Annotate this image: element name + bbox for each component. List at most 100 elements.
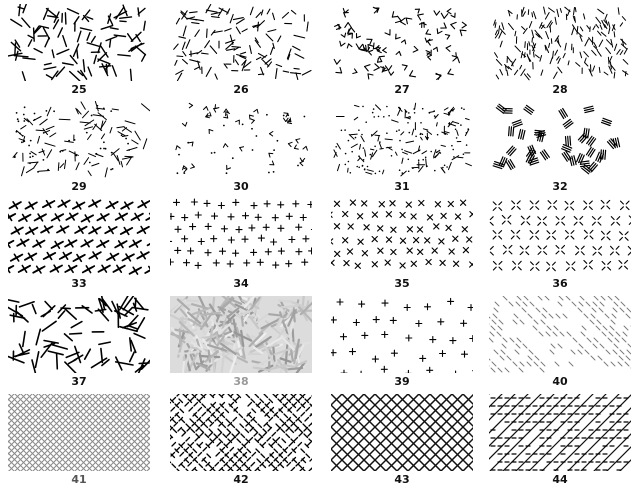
pattern-graphic <box>331 199 473 269</box>
triple-parallel-strokes <box>492 103 621 175</box>
pattern-number: 27 <box>394 83 410 96</box>
pattern-graphic <box>492 103 621 175</box>
dashes-and-dots <box>12 101 150 178</box>
pattern-number: 31 <box>394 180 410 193</box>
pattern-cell-37: 37 <box>8 296 150 390</box>
pattern-cell-42: 42 <box>170 394 312 488</box>
gray-woven-noise <box>170 296 312 373</box>
dense-crosshatch-dashes <box>170 394 312 471</box>
pattern-graphic <box>8 296 150 373</box>
pattern-number: 40 <box>552 375 568 388</box>
dense-short-dashes <box>493 6 629 81</box>
pattern-graphic <box>333 6 467 81</box>
pattern-cell-25: 25 <box>8 4 150 98</box>
pattern-number: 35 <box>394 277 410 290</box>
pattern-graphic <box>8 199 150 275</box>
pattern-cell-32: 32 <box>489 101 631 195</box>
pattern-graphic <box>8 394 150 471</box>
pattern-graphic <box>170 394 312 471</box>
pattern-swatch <box>170 4 312 81</box>
pattern-cell-31: 31 <box>331 101 473 195</box>
pattern-number: 42 <box>233 473 249 486</box>
pattern-graphic <box>170 198 312 269</box>
pattern-swatch <box>170 198 312 275</box>
pattern-swatch <box>331 101 473 178</box>
fine-gray-crosshatch <box>8 394 150 471</box>
pattern-swatch <box>8 101 150 178</box>
pattern-cell-29: 29 <box>8 101 150 195</box>
pattern-number: 39 <box>394 375 410 388</box>
radial-x-clusters <box>489 199 631 272</box>
pattern-swatch <box>489 296 631 373</box>
pattern-graphic <box>333 102 472 177</box>
pattern-graphic <box>8 4 147 81</box>
pattern-number: 30 <box>233 180 249 193</box>
dense-dash-dot-mix <box>333 102 472 177</box>
pattern-graphic <box>175 102 308 175</box>
pattern-swatch <box>331 198 473 275</box>
x-marks <box>331 199 473 269</box>
pattern-cell-36: 36 <box>489 198 631 292</box>
pattern-cell-41: 41 <box>8 394 150 488</box>
pattern-cell-33: 33 <box>8 198 150 292</box>
pattern-swatch <box>8 296 150 373</box>
pattern-graphic <box>331 297 473 373</box>
sparse-carets-dots <box>175 102 308 175</box>
random-carets <box>333 6 467 81</box>
pattern-cell-44: 44 <box>489 394 631 488</box>
pattern-swatch <box>8 4 150 81</box>
pattern-number: 33 <box>71 277 87 290</box>
pattern-graphic <box>331 394 473 471</box>
pattern-graphic <box>170 296 312 373</box>
bold-diagonal-grid <box>331 394 473 471</box>
pattern-cell-27: 27 <box>331 4 473 98</box>
sparse-plus-signs <box>331 297 473 373</box>
pattern-swatch <box>489 198 631 275</box>
pattern-number: 38 <box>233 375 249 388</box>
hash-marks-diagonal <box>8 199 150 275</box>
pattern-number: 29 <box>71 180 87 193</box>
pattern-number: 28 <box>552 83 568 96</box>
pattern-cell-34: 34 <box>170 198 312 292</box>
faint-diagonal-streaks <box>489 296 631 373</box>
pattern-number: 37 <box>71 375 87 388</box>
pattern-swatch <box>489 394 631 471</box>
pattern-cell-38: 38 <box>170 296 312 390</box>
pattern-number: 34 <box>233 277 249 290</box>
pattern-cell-43: 43 <box>331 394 473 488</box>
pattern-graphic <box>12 101 150 178</box>
pattern-number: 41 <box>71 473 87 486</box>
pattern-swatch <box>489 4 631 81</box>
random-long-dashes <box>8 296 150 373</box>
pattern-graphic <box>493 6 629 81</box>
pattern-swatch <box>8 394 150 471</box>
pattern-number: 36 <box>552 277 568 290</box>
pattern-swatch <box>170 394 312 471</box>
pattern-swatch <box>331 4 473 81</box>
pattern-cell-28: 28 <box>489 4 631 98</box>
pattern-swatch <box>331 394 473 471</box>
pattern-swatch <box>331 296 473 373</box>
pattern-swatch <box>170 296 312 373</box>
pattern-swatch <box>8 198 150 275</box>
pattern-graphic <box>173 4 312 81</box>
pattern-cell-30: 30 <box>170 101 312 195</box>
random-short-dashes <box>8 4 147 81</box>
pattern-swatch <box>489 101 631 178</box>
plus-signs <box>170 198 312 269</box>
pattern-cell-26: 26 <box>170 4 312 98</box>
pattern-graphic <box>489 394 631 471</box>
pattern-swatch <box>170 101 312 178</box>
pattern-number: 26 <box>233 83 249 96</box>
pattern-cell-35: 35 <box>331 198 473 292</box>
pattern-graphic <box>489 199 631 272</box>
pattern-number: 32 <box>552 180 568 193</box>
pattern-number: 25 <box>71 83 87 96</box>
pattern-graphic <box>489 296 631 373</box>
pattern-cell-39: 39 <box>331 296 473 390</box>
diagonal-with-horizontal-dashes <box>489 394 631 471</box>
random-dashes-fine <box>173 4 312 81</box>
pattern-number: 43 <box>394 473 410 486</box>
pattern-number: 44 <box>552 473 568 486</box>
